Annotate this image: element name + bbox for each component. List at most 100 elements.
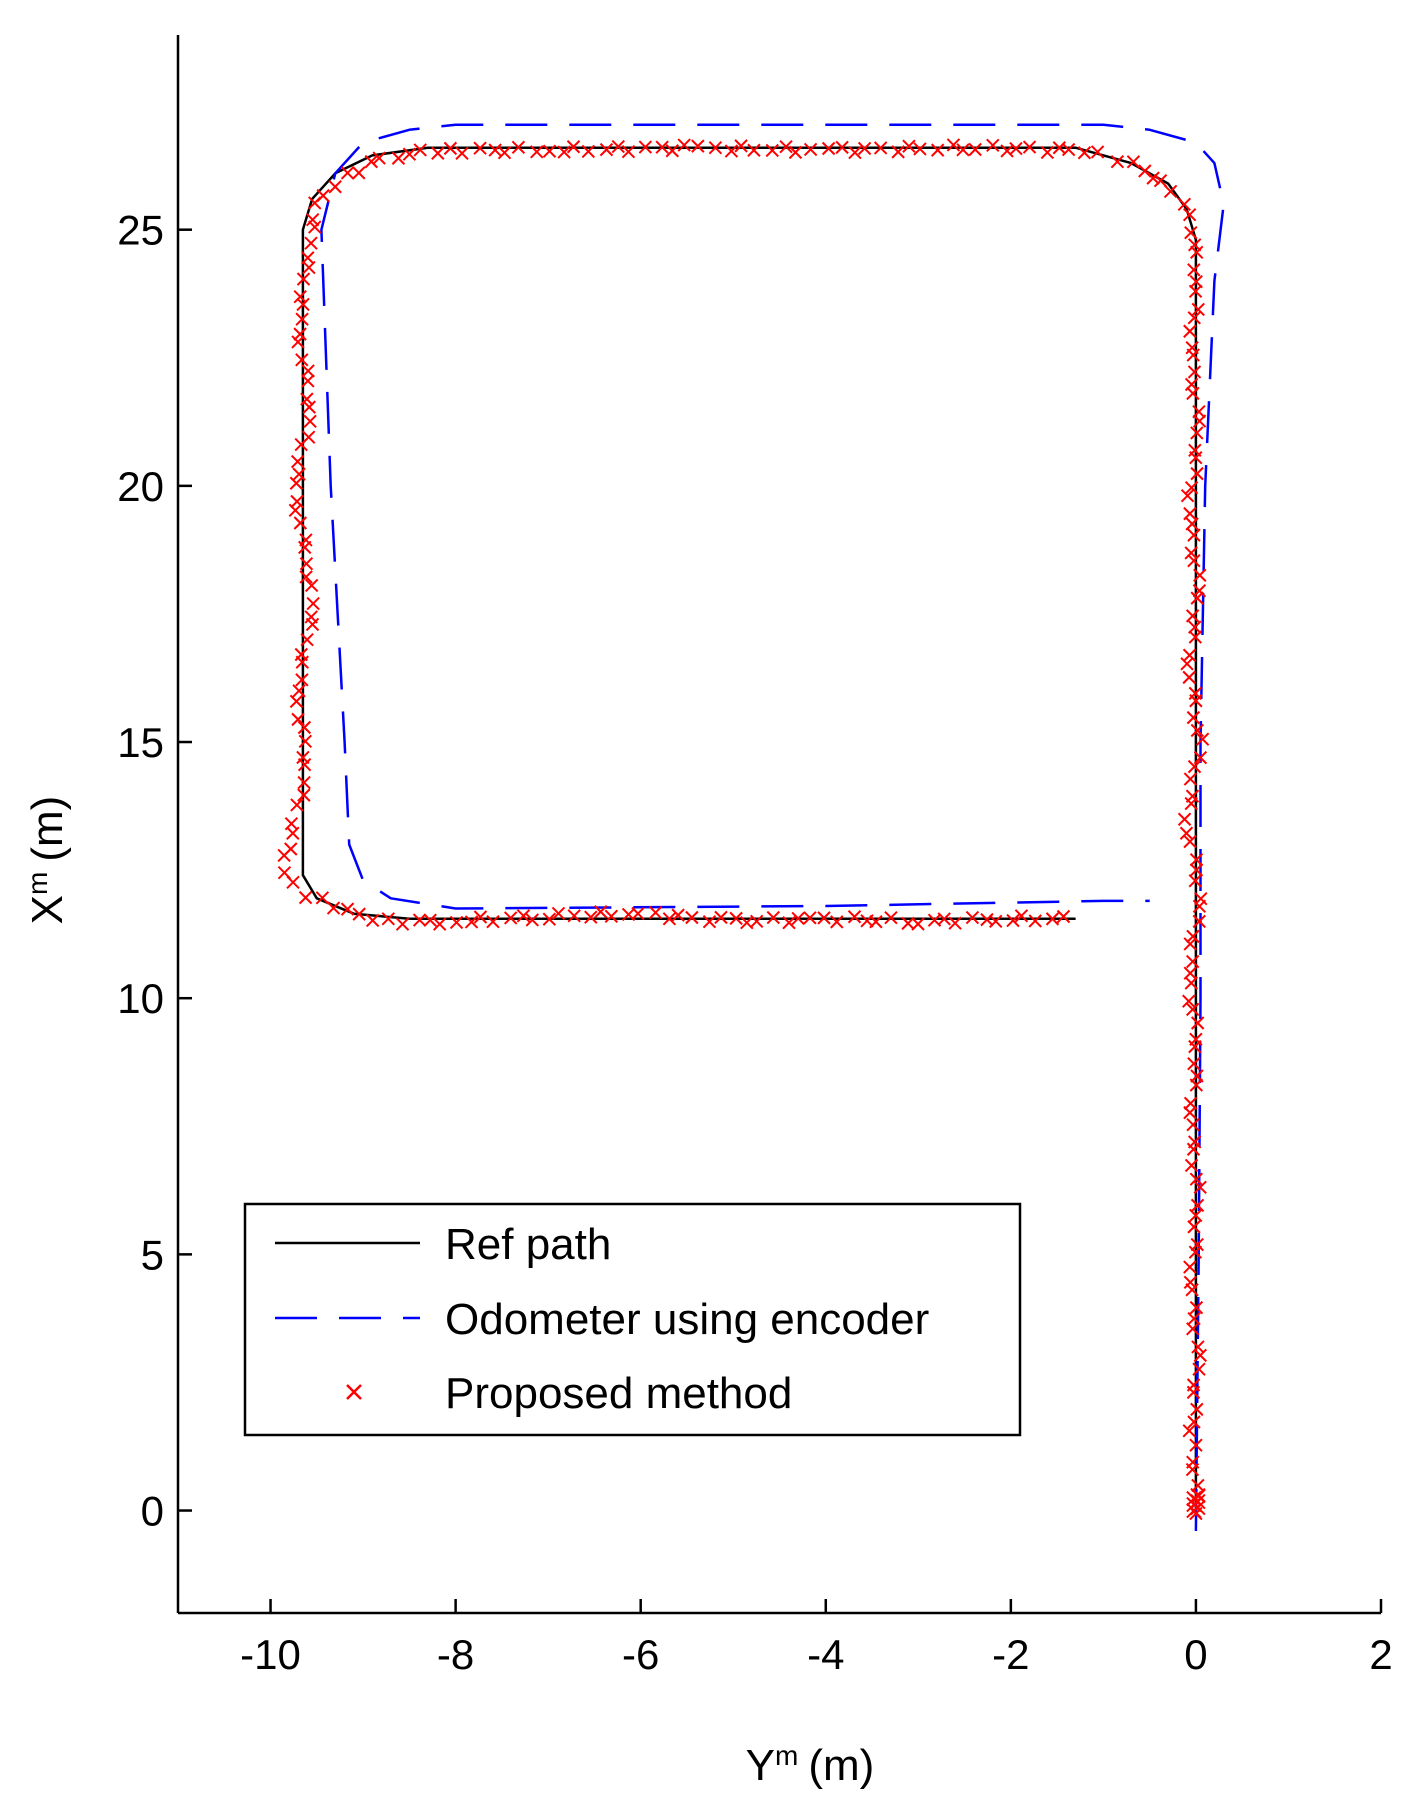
- proposed-marker: [1190, 426, 1204, 440]
- proposed-marker: [1182, 1424, 1196, 1438]
- proposed-marker: [1184, 1158, 1199, 1173]
- x-tick-label: -8: [437, 1631, 474, 1678]
- proposed-marker: [1193, 750, 1208, 765]
- proposed-marker: [1186, 1118, 1200, 1132]
- proposed-marker: [1187, 1220, 1201, 1234]
- proposed-marker: [1190, 591, 1204, 605]
- proposed-marker: [685, 910, 699, 925]
- proposed-marker: [288, 503, 303, 518]
- proposed-marker: [1183, 966, 1197, 980]
- proposed-marker: [1186, 1455, 1200, 1469]
- proposed-marker: [1183, 772, 1198, 786]
- proposed-marker: [891, 145, 905, 159]
- proposed-marker: [956, 143, 970, 157]
- proposed-marker: [791, 911, 805, 926]
- proposed-marker: [1188, 874, 1202, 888]
- proposed-marker: [1190, 1402, 1204, 1417]
- proposed-marker: [1188, 443, 1202, 458]
- proposed-marker: [599, 142, 614, 157]
- proposed-marker: [803, 142, 818, 157]
- y-axis-label-var: X: [23, 895, 72, 924]
- proposed-marker: [1006, 913, 1020, 928]
- proposed-marker: [734, 139, 748, 153]
- proposed-marker: [1185, 517, 1199, 531]
- proposed-marker: [677, 138, 691, 152]
- proposed-marker: [277, 848, 291, 863]
- proposed-marker: [300, 633, 314, 647]
- proposed-marker: [1183, 1260, 1197, 1274]
- legend: Ref path Odometer using encoder Proposed…: [243, 1202, 1022, 1437]
- proposed-marker: [729, 911, 743, 926]
- proposed-marker: [1189, 274, 1203, 289]
- proposed-marker: [702, 915, 717, 929]
- proposed-marker: [291, 335, 305, 349]
- proposed-marker: [305, 212, 320, 227]
- proposed-marker: [1186, 1378, 1201, 1392]
- proposed-marker: [1190, 466, 1204, 481]
- proposed-marker: [302, 400, 316, 414]
- proposed-marker: [449, 915, 464, 930]
- proposed-marker: [304, 236, 318, 250]
- proposed-marker: [930, 143, 945, 157]
- proposed-marker: [542, 912, 557, 926]
- proposed-marker: [913, 142, 927, 156]
- proposed-marker: [530, 145, 544, 159]
- proposed-marker: [301, 374, 315, 388]
- proposed-marker: [293, 290, 307, 304]
- proposed-marker: [1191, 302, 1205, 317]
- proposed-marker: [1189, 1172, 1204, 1186]
- proposed-marker: [1182, 207, 1197, 222]
- proposed-marker: [1187, 759, 1202, 774]
- proposed-marker: [1184, 546, 1198, 560]
- proposed-marker: [621, 144, 636, 159]
- proposed-marker: [1189, 1032, 1203, 1047]
- series-odometer-encoder: [320, 123, 1225, 1532]
- proposed-marker: [1187, 1415, 1201, 1429]
- proposed-marker: [1187, 365, 1202, 379]
- proposed-marker: [391, 151, 406, 165]
- proposed-marker: [296, 272, 311, 286]
- proposed-marker: [1182, 670, 1196, 685]
- proposed-marker: [1191, 1340, 1205, 1354]
- proposed-marker: [1185, 340, 1199, 355]
- proposed-marker: [948, 916, 962, 930]
- proposed-marker: [308, 220, 322, 234]
- proposed-marker: [1110, 154, 1125, 169]
- proposed-marker: [1191, 1478, 1205, 1493]
- proposed-marker: [1077, 146, 1092, 160]
- proposed-marker: [290, 454, 305, 469]
- proposed-marker: [765, 143, 779, 158]
- proposed-marker: [671, 908, 685, 922]
- proposed-marker: [1182, 648, 1197, 662]
- proposed-marker: [412, 913, 427, 927]
- proposed-marker: [1187, 263, 1201, 277]
- proposed-marker: [551, 906, 566, 921]
- proposed-marker: [1190, 1487, 1206, 1504]
- proposed-marker: [295, 353, 309, 367]
- proposed-marker: [292, 467, 306, 481]
- proposed-marker: [989, 914, 1003, 929]
- proposed-marker: [473, 910, 488, 924]
- proposed-marker: [340, 902, 355, 916]
- proposed-marker: [298, 734, 313, 749]
- proposed-marker: [1000, 144, 1014, 158]
- proposed-marker: [305, 617, 320, 632]
- proposed-marker: [1184, 480, 1199, 495]
- proposed-marker: [1183, 834, 1197, 849]
- proposed-marker: [1195, 732, 1210, 746]
- proposed-marker: [1190, 1198, 1205, 1213]
- proposed-marker: [1009, 141, 1023, 156]
- proposed-marker: [340, 166, 355, 180]
- proposed-marker: [747, 143, 761, 157]
- proposed-marker: [1194, 892, 1208, 906]
- proposed-marker: [911, 917, 925, 931]
- proposed-marker: [292, 684, 306, 698]
- x-tick-label: -4: [807, 1631, 844, 1678]
- proposed-marker: [1185, 609, 1200, 623]
- proposed-marker: [1192, 1362, 1206, 1376]
- proposed-marker: [968, 142, 982, 157]
- x-axis-label-var: Y: [746, 1741, 775, 1790]
- proposed-marker: [869, 915, 883, 929]
- proposed-marker: [1189, 1438, 1203, 1452]
- proposed-marker: [1186, 929, 1200, 944]
